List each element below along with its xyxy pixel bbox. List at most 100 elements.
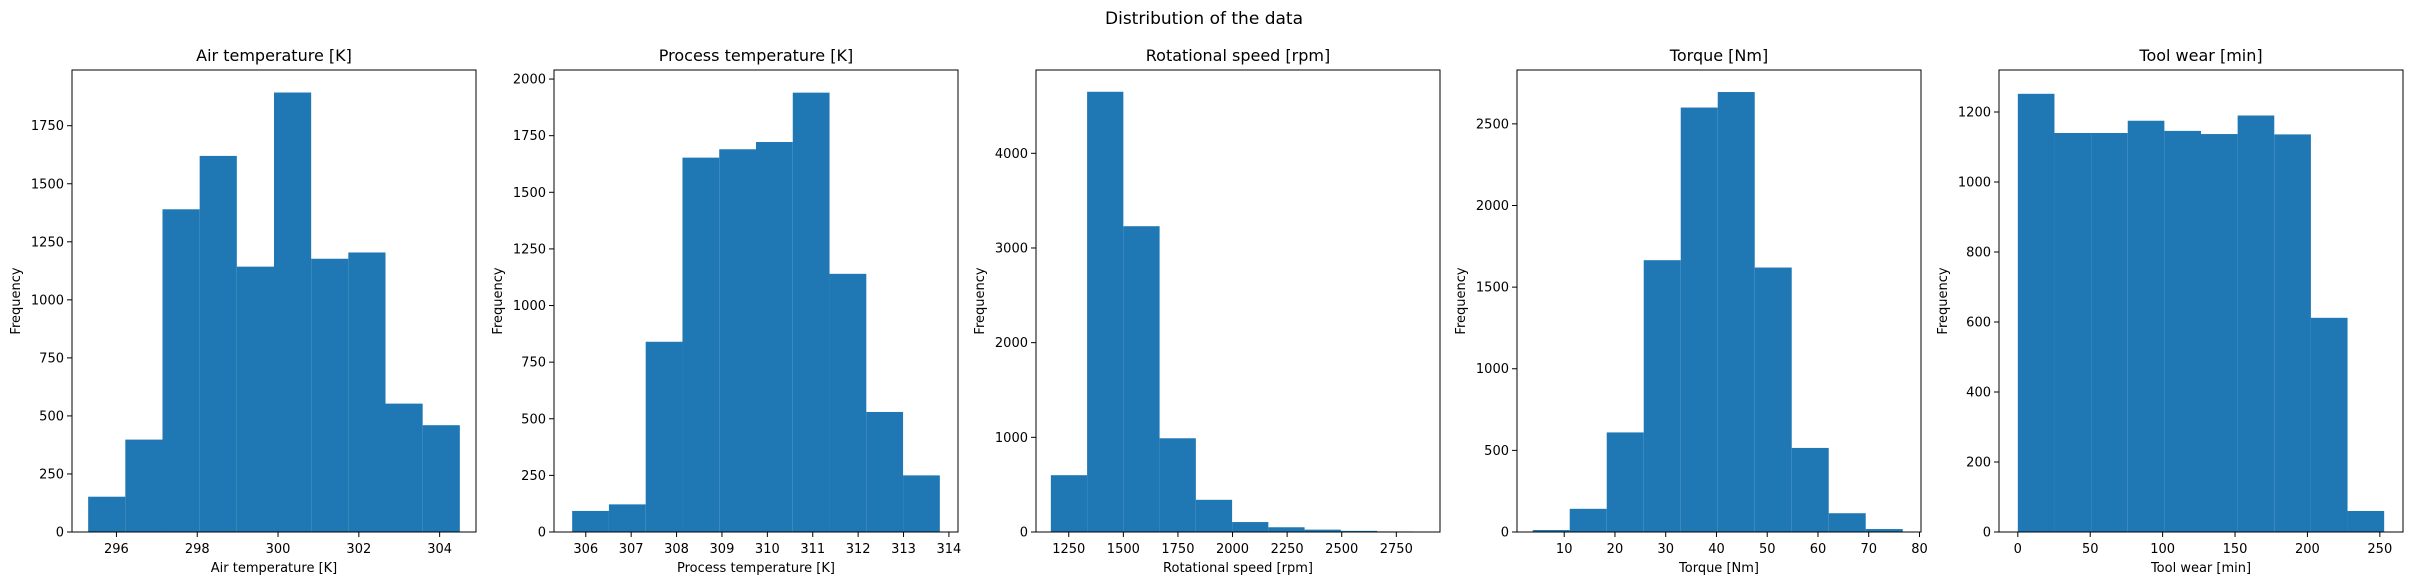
histogram-bar: [274, 92, 312, 533]
x-tick-label: 311: [800, 542, 825, 557]
x-tick-label: 50: [1759, 542, 1776, 557]
histogram-bar: [608, 504, 646, 532]
histogram-bar: [125, 439, 163, 532]
histogram-bar: [385, 403, 423, 532]
axes-frame: [1516, 69, 1922, 533]
y-tick-label: 1000: [995, 431, 1028, 446]
x-tick-label: 2000: [1216, 542, 1249, 557]
x-tick-label: 309: [710, 542, 735, 557]
axes-frame: [553, 69, 959, 533]
histogram-bar: [1532, 530, 1570, 532]
y-tick-label: 800: [1966, 246, 1991, 261]
histogram-panel-2: 306 307 308 309 310 311 312 313 314 0 250 500 750 100…: [491, 46, 961, 576]
y-tick-label: 2000: [1476, 199, 1509, 214]
histogram-bar: [2347, 511, 2385, 532]
histogram-bar: [1791, 447, 1829, 532]
histogram-bar: [829, 273, 867, 532]
x-tick-label: 150: [2223, 542, 2248, 557]
histogram-bar: [645, 341, 683, 532]
x-tick-label: 50: [2082, 542, 2099, 557]
histogram-bar: [866, 411, 904, 532]
y-tick-label: 0: [1501, 526, 1509, 541]
y-tick-label: 1000: [31, 293, 64, 308]
x-tick-label: 40: [1708, 542, 1725, 557]
histogram-bar: [1195, 499, 1233, 532]
subplot-title: Torque [Nm]: [1669, 46, 1768, 65]
histogram-bar: [1828, 513, 1866, 532]
histogram-bar: [88, 496, 126, 532]
histogram-bar: [719, 149, 756, 532]
x-tick-label: 296: [104, 542, 129, 557]
histogram-bar: [1304, 529, 1341, 532]
histogram-bar: [2091, 133, 2128, 532]
x-tick-label: 298: [185, 542, 210, 557]
x-tick-label: 1750: [1161, 542, 1194, 557]
axes-frame: [71, 69, 477, 533]
y-tick-label: 500: [1484, 444, 1509, 459]
y-tick-label: 2000: [995, 336, 1028, 351]
histogram-bar: [1606, 432, 1644, 532]
x-axis-label: Process temperature [K]: [677, 561, 835, 576]
y-tick-label: 1000: [513, 299, 546, 314]
x-tick-label: 304: [427, 542, 452, 557]
y-tick-label: 500: [521, 412, 546, 427]
x-tick-label: 2250: [1271, 542, 1304, 557]
y-tick-label: 1000: [1958, 176, 1991, 191]
y-tick-label: 1750: [513, 129, 546, 144]
subplot-title: Tool wear [min]: [2138, 46, 2262, 65]
histogram-bar: [2127, 120, 2165, 532]
histogram-bar: [2054, 133, 2092, 532]
y-axis-label: Frequency: [1454, 267, 1469, 334]
x-tick-label: 310: [755, 542, 780, 557]
y-axis-label: Frequency: [973, 267, 988, 334]
axes-frame: [1035, 69, 1441, 533]
x-tick-label: 30: [1657, 542, 1674, 557]
histogram-bar: [1643, 260, 1681, 532]
y-tick-label: 750: [39, 351, 64, 366]
y-tick-label: 1500: [513, 186, 546, 201]
histogram-bar: [1123, 226, 1160, 532]
histogram-bar: [1717, 92, 1755, 532]
histogram-panel-4: 10 20 30 40 50 60 70 80 0 500 1000 1500 2000 2500 Torq…: [1454, 46, 1928, 576]
axes-frame: [1998, 69, 2404, 533]
y-tick-label: 1500: [31, 177, 64, 192]
y-tick-label: 750: [521, 356, 546, 371]
x-tick-label: 70: [1860, 542, 1877, 557]
x-tick-label: 1250: [1052, 542, 1085, 557]
x-tick-label: 314: [937, 542, 962, 557]
y-tick-label: 1200: [1958, 106, 1991, 121]
x-tick-label: 60: [1810, 542, 1827, 557]
y-tick-label: 0: [538, 526, 546, 541]
x-tick-label: 200: [2295, 542, 2320, 557]
y-tick-label: 4000: [995, 147, 1028, 162]
histogram-bar: [2017, 93, 2055, 533]
y-tick-label: 1250: [513, 242, 546, 257]
x-axis-label: Air temperature [K]: [211, 561, 338, 576]
histogram-bar: [236, 266, 274, 532]
y-tick-label: 250: [521, 469, 546, 484]
x-axis-label: Rotational speed [rpm]: [1163, 561, 1313, 576]
x-axis-label: Torque [Nm]: [1678, 561, 1759, 576]
histogram-bar: [1268, 527, 1305, 532]
histogram-bar: [2237, 115, 2275, 532]
x-tick-label: 10: [1556, 542, 1573, 557]
x-tick-label: 302: [346, 542, 371, 557]
y-tick-label: 0: [1983, 526, 1991, 541]
histogram-bar: [162, 209, 200, 532]
histogram-bar: [682, 157, 720, 533]
x-tick-label: 300: [266, 542, 291, 557]
x-tick-label: 307: [619, 542, 644, 557]
histogram-bar: [2310, 317, 2348, 532]
histogram-bar: [311, 258, 349, 532]
subplot-title: Air temperature [K]: [196, 46, 352, 65]
histogram-bar: [1754, 267, 1792, 532]
histogram-bar: [199, 155, 237, 533]
y-tick-label: 1250: [31, 235, 64, 250]
y-tick-label: 500: [39, 409, 64, 424]
histogram-bar: [792, 92, 830, 532]
y-tick-label: 600: [1966, 316, 1991, 331]
x-tick-label: 250: [2367, 542, 2392, 557]
x-tick-label: 1500: [1107, 542, 1140, 557]
y-tick-label: 0: [1020, 526, 1028, 541]
